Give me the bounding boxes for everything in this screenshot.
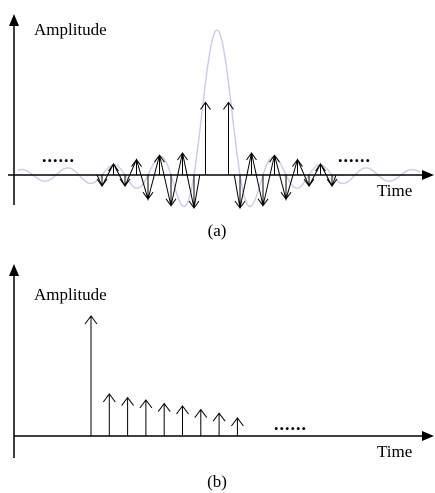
panel-a: Amplitude Time ...... ...... (a): [8, 16, 432, 240]
ellipsis-b: ......: [274, 414, 307, 434]
panel-b: Amplitude Time ...... (b): [14, 266, 432, 491]
ellipsis-left-a: ......: [42, 146, 75, 166]
x-axis-label-b: Time: [377, 442, 412, 461]
ellipsis-right-a: ......: [338, 146, 371, 166]
caption-a: (a): [208, 221, 227, 240]
caption-b: (b): [207, 472, 227, 491]
sinc-envelope: [18, 30, 420, 207]
impulse-a-connector: [234, 153, 336, 208]
impulses-b: [85, 316, 243, 436]
x-axis-label-a: Time: [377, 181, 412, 200]
y-axis-label-b: Amplitude: [34, 285, 107, 304]
y-axis-label-a: Amplitude: [34, 20, 107, 39]
impulses-a: [97, 102, 337, 208]
